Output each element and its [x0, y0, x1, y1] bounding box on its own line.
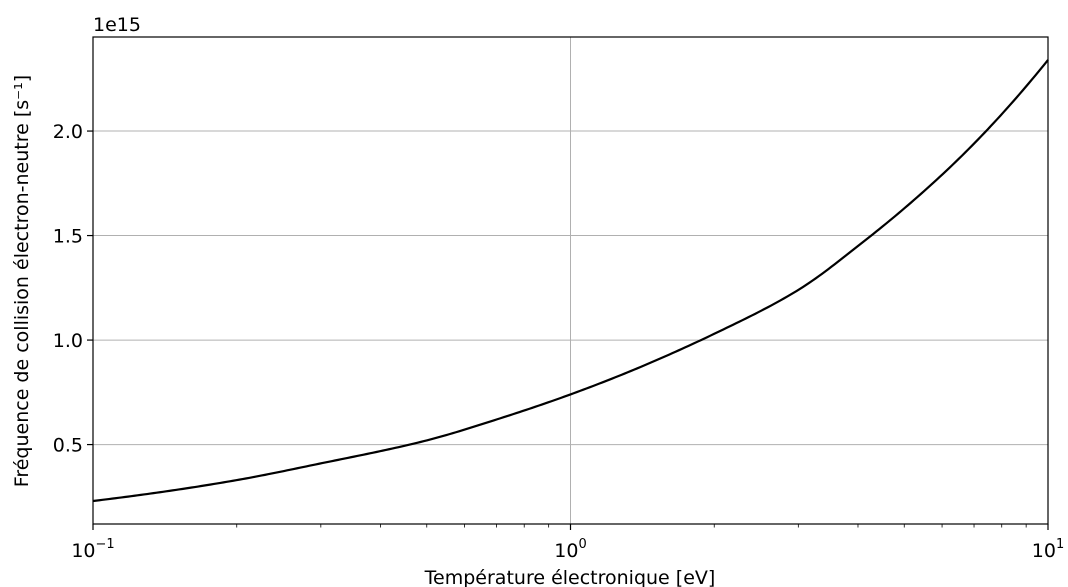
- y-offset-label: 1e15: [93, 14, 141, 36]
- x-tick-label-1: 100: [554, 537, 586, 562]
- x-tick-label-0: 10−1: [71, 537, 114, 562]
- y-tick-label-0: 0.5: [53, 435, 83, 457]
- series-layer: [92, 59, 1049, 503]
- y-tick-label-3: 2.0: [53, 121, 83, 143]
- x-axis-label: Température électronique [eV]: [424, 567, 716, 587]
- y-ticks: 0.5 1.0 1.5 2.0: [53, 121, 93, 457]
- grid: [92, 37, 1049, 524]
- y-tick-label-2: 1.5: [53, 226, 83, 248]
- y-axis-label: Fréquence de collision électron-neutre […: [11, 75, 33, 487]
- x-tick-label-2: 101: [1032, 537, 1064, 562]
- x-ticks: 10−1 100 101: [71, 524, 1064, 562]
- y-tick-label-1: 1.0: [53, 330, 83, 352]
- series-line-0: [92, 59, 1049, 503]
